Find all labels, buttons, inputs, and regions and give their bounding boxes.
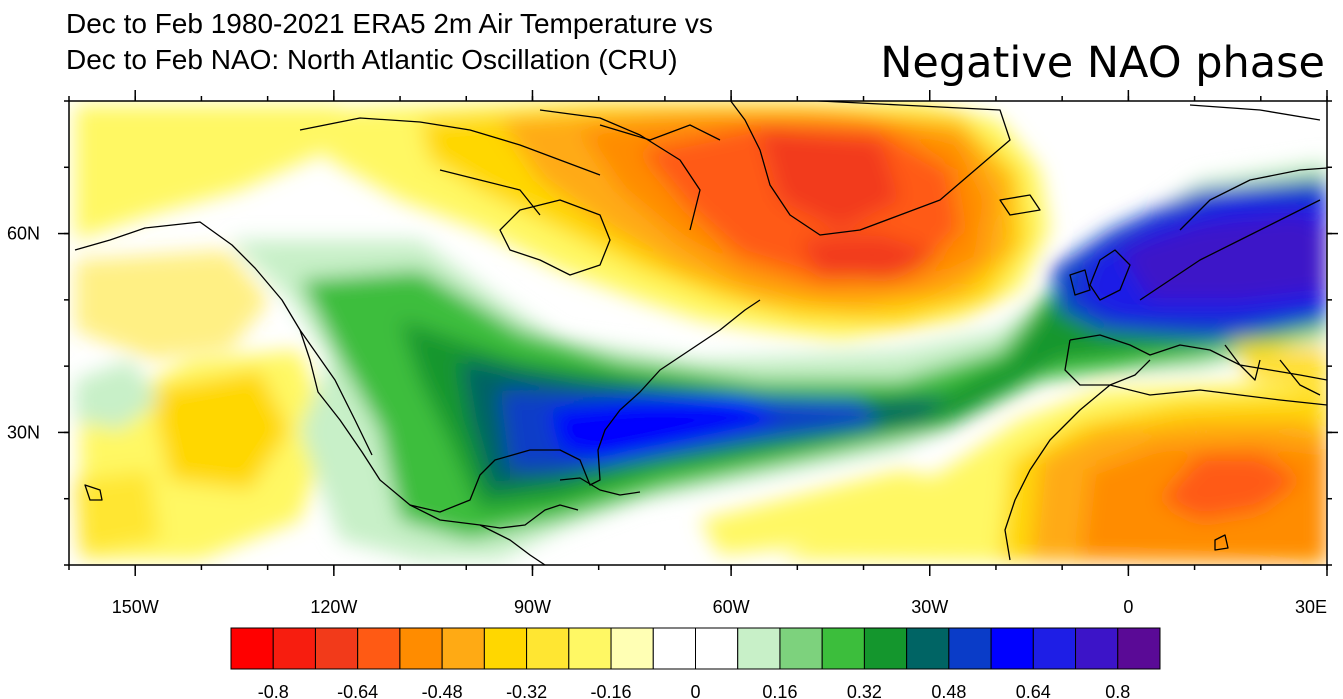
colorbar-label: 0.8 [1105, 682, 1130, 699]
colorbar-box [314, 627, 359, 670]
colorbar-label: -0.8 [258, 682, 289, 699]
colorbar-box [990, 627, 1034, 670]
title-line-1: Dec to Feb 1980-2021 ERA5 2m Air Tempera… [66, 8, 713, 39]
colorbar-box [272, 627, 316, 670]
colorbar-label: 0 [690, 682, 700, 699]
colorbar-box [1075, 627, 1119, 670]
colorbar-label: -0.48 [422, 682, 463, 699]
lat-tick-label: 30N [7, 422, 40, 442]
colorbar-label: 0.16 [762, 682, 797, 699]
colorbar-box [948, 627, 992, 670]
colorbar-box [1032, 627, 1077, 670]
colorbar-box [863, 627, 908, 670]
map-title: Dec to Feb 1980-2021 ERA5 2m Air Tempera… [66, 6, 713, 78]
colorbar-box [399, 627, 443, 670]
phase-label: Negative NAO phase [880, 38, 1325, 88]
map-field [69, 101, 1327, 565]
colorbar-box [526, 627, 570, 670]
colorbar-box [906, 627, 950, 670]
colorbar-label: -0.64 [337, 682, 378, 699]
colorbar-box [652, 627, 696, 670]
colorbar: -0.8 -0.64 -0.48 -0.32 -0.16 0 0.16 0.32 0.48 0.6… [230, 627, 1161, 699]
lon-tick-label: 60W [713, 597, 750, 617]
title-line-2: Dec to Feb NAO: North Atlantic Oscillati… [66, 44, 678, 75]
colorbar-label: -0.16 [591, 682, 632, 699]
lat-tick-label: 60N [7, 224, 40, 244]
colorbar-label: 0.48 [931, 682, 966, 699]
colorbar-box [779, 627, 823, 670]
axis-tick-labels: 150W 120W 90W 60W 30W 0 30E 60N 30N [7, 224, 1327, 617]
colorbar-label: -0.32 [506, 682, 547, 699]
colorbar-box [821, 627, 865, 670]
lon-tick-label: 0 [1123, 597, 1133, 617]
colorbar-box [695, 627, 739, 670]
lon-tick-label: 30W [911, 597, 948, 617]
colorbar-box [1117, 627, 1161, 670]
lon-tick-label: 120W [310, 597, 357, 617]
colorbar-box [441, 627, 485, 670]
colorbar-box [230, 627, 274, 670]
colorbar-label: 0.32 [847, 682, 882, 699]
axis-ticks [58, 90, 1338, 576]
coastlines [74, 101, 1327, 565]
colorbar-box [568, 627, 612, 670]
colorbar-box [483, 627, 528, 670]
colorbar-box [357, 627, 401, 670]
colorbar-box [737, 627, 781, 670]
colorbar-box [610, 627, 654, 670]
lon-tick-label: 30E [1295, 597, 1327, 617]
lon-tick-label: 150W [112, 597, 159, 617]
lon-tick-label: 90W [514, 597, 551, 617]
colorbar-label: 0.64 [1016, 682, 1051, 699]
